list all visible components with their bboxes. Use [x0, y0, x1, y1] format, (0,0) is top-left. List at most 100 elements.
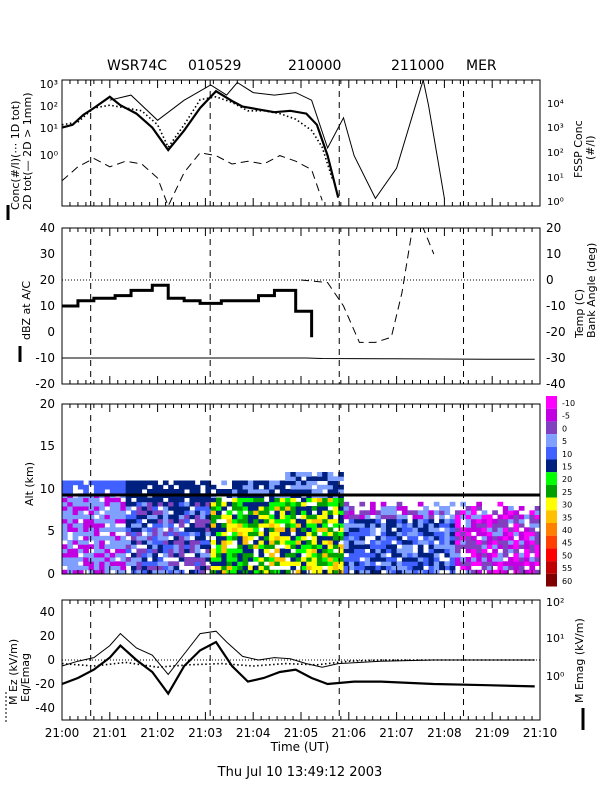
reflectivity-cell	[77, 569, 84, 575]
reflectivity-cell	[115, 540, 121, 545]
reflectivity-cell	[396, 548, 403, 554]
reflectivity-cell	[417, 548, 424, 554]
reflectivity-cell	[210, 527, 217, 532]
reflectivity-cell	[332, 510, 339, 515]
reflectivity-cell	[274, 518, 281, 524]
reflectivity-cell	[327, 472, 334, 477]
radar-panel: 20 15 10 5 0 Alt (km) -10-50510152025303…	[23, 396, 575, 587]
reflectivity-cell	[109, 484, 116, 490]
reflectivity-cell	[471, 540, 477, 545]
reflectivity-cell	[194, 561, 201, 566]
reflectivity-cell	[77, 523, 84, 528]
reflectivity-cell	[152, 540, 158, 545]
reflectivity-cell	[306, 497, 312, 503]
reflectivity-cell	[104, 480, 111, 486]
reflectivity-cell	[359, 531, 366, 537]
reflectivity-cell	[152, 565, 158, 571]
reflectivity-cell	[131, 540, 137, 545]
reflectivity-cell	[502, 548, 509, 554]
reflectivity-cell	[295, 531, 302, 537]
reflectivity-cell	[327, 476, 334, 481]
reflectivity-cell	[332, 518, 339, 524]
reflectivity-cell	[194, 540, 201, 545]
reflectivity-cell	[93, 501, 100, 507]
reflectivity-cell	[285, 497, 291, 503]
reflectivity-cell	[428, 514, 435, 520]
reflectivity-cell	[173, 501, 180, 507]
reflectivity-cell	[194, 535, 201, 541]
reflectivity-cell	[348, 540, 355, 545]
reflectivity-cell	[306, 518, 312, 524]
reflectivity-cell	[104, 569, 111, 575]
reflectivity-cell	[194, 497, 201, 503]
reflectivity-cell	[396, 565, 403, 571]
reflectivity-cell	[99, 557, 105, 562]
reflectivity-cell	[141, 561, 148, 566]
reflectivity-cell	[354, 565, 360, 571]
reflectivity-cell	[274, 557, 281, 562]
reflectivity-cell	[62, 497, 68, 503]
reflectivity-cell	[465, 527, 472, 532]
reflectivity-cell	[375, 552, 382, 558]
series-2d_tot	[61, 89, 340, 198]
temp-tick-label: 20	[546, 221, 561, 235]
reflectivity-cell	[72, 548, 79, 554]
reflectivity-cell	[184, 557, 190, 562]
dbz-series	[62, 227, 535, 360]
reflectivity-cell	[120, 565, 127, 571]
dbz-panel: 40 30 20 10 0 -10 -20 20 10 0 -10 -20 -3…	[18, 221, 598, 391]
reflectivity-cell	[332, 506, 339, 511]
reflectivity-cell	[237, 561, 243, 566]
reflectivity-cell	[88, 518, 95, 524]
reflectivity-cell	[125, 548, 132, 554]
reflectivity-cell	[386, 514, 392, 520]
reflectivity-cell	[518, 565, 525, 571]
reflectivity-cell	[327, 548, 334, 554]
reflectivity-cell	[502, 518, 509, 524]
reflectivity-cell	[274, 548, 281, 554]
reflectivity-cell	[401, 531, 408, 537]
reflectivity-cell	[216, 540, 222, 545]
reflectivity-cell	[476, 544, 482, 549]
reflectivity-cell	[237, 548, 243, 554]
reflectivity-cell	[364, 523, 371, 528]
reflectivity-cell	[423, 518, 429, 524]
series-eq_emag	[61, 659, 535, 669]
reflectivity-cell	[99, 506, 105, 511]
reflectivity-cell	[327, 514, 334, 520]
reflectivity-cell	[370, 518, 376, 524]
reflectivity-cell	[93, 497, 100, 503]
reflectivity-cell	[279, 514, 286, 520]
reflectivity-cell	[534, 552, 541, 558]
reflectivity-cell	[221, 480, 227, 486]
reflectivity-cell	[348, 561, 355, 566]
eq-ylabel: Eq/Emag	[19, 653, 32, 702]
reflectivity-cell	[200, 514, 206, 520]
reflectivity-cell	[77, 548, 84, 554]
reflectivity-cell	[99, 527, 105, 532]
reflectivity-cell	[242, 544, 249, 549]
reflectivity-cell	[301, 480, 307, 486]
reflectivity-cell	[104, 501, 111, 507]
reflectivity-cell	[120, 514, 127, 520]
reflectivity-cell	[338, 489, 344, 494]
reflectivity-cell	[513, 552, 520, 558]
efield-series	[61, 630, 540, 696]
reflectivity-cell	[423, 561, 429, 566]
reflectivity-cell	[162, 544, 169, 549]
colorbar-swatch	[546, 408, 557, 422]
reflectivity-cell	[131, 535, 137, 541]
reflectivity-cell	[465, 548, 472, 554]
reflectivity-cell	[322, 518, 328, 524]
reflectivity-cell	[407, 527, 413, 532]
reflectivity-cell	[62, 506, 68, 511]
reflectivity-cell	[428, 510, 435, 515]
reflectivity-cell	[184, 540, 190, 545]
reflectivity-cell	[285, 510, 291, 515]
reflectivity-cell	[444, 510, 451, 515]
reflectivity-cell	[279, 489, 286, 494]
reflectivity-cell	[232, 548, 238, 554]
reflectivity-cell	[492, 518, 498, 524]
reflectivity-cell	[136, 497, 143, 503]
reflectivity-cell	[301, 489, 307, 494]
